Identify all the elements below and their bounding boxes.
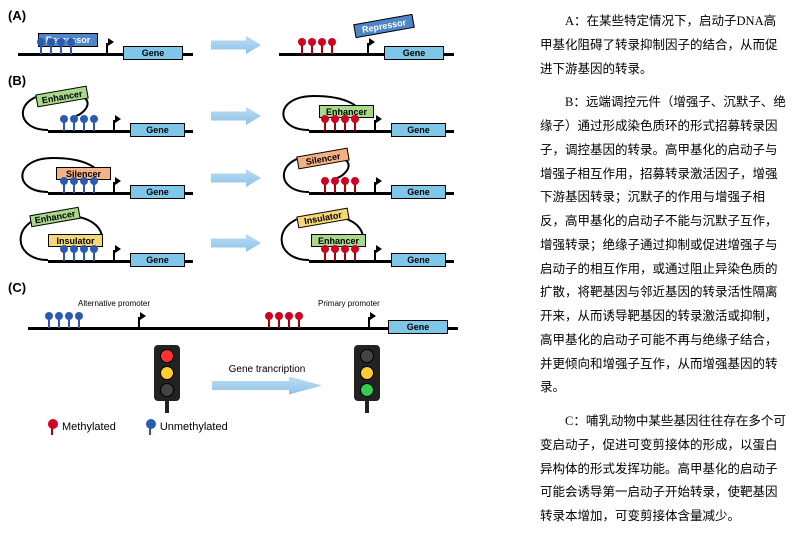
tss-arrow-icon — [374, 248, 386, 260]
traffic-light-left — [154, 345, 180, 413]
tss-arrow-icon — [374, 180, 386, 192]
section-b-row1: Enhancer Gene Enhancer Gene — [8, 88, 526, 144]
section-b-row3: Enhancer Insulator Gene Insulator Enhanc… — [8, 212, 526, 274]
section-b-row2: Silencer Gene Silencer Gene — [8, 150, 526, 206]
arrow-icon — [211, 36, 261, 54]
tss-arrow-icon — [374, 118, 386, 130]
text-column: A：在某些特定情况下，启动子DNA高甲基化阻碍了转录抑制因子的结合，从而促进下游… — [530, 0, 800, 555]
gene-box: Gene — [391, 185, 446, 199]
green-lamp-icon — [360, 383, 374, 397]
gene-box: Gene — [384, 46, 444, 60]
panel-c-left: Alternative promoter Primary promoter Ge… — [8, 299, 468, 339]
tss-arrow-icon — [106, 41, 118, 53]
methylated-pin-icon — [48, 419, 56, 435]
arrow-icon — [211, 234, 261, 252]
gene-box: Gene — [391, 253, 446, 267]
tss-arrow-icon — [113, 180, 125, 192]
arrow-icon — [212, 377, 322, 395]
traffic-light-right — [354, 345, 380, 413]
tss-arrow-icon — [113, 248, 125, 260]
off-lamp-icon — [360, 349, 374, 363]
legend-unmethylated: Unmethylated — [146, 419, 228, 435]
gene-box: Gene — [391, 123, 446, 137]
section-a-row: Repressor Gene Repressor Gene — [8, 23, 526, 67]
gene-transcription-label: Gene trancription — [229, 364, 306, 375]
section-c-label: (C) — [8, 280, 526, 295]
paragraph-c: C：哺乳动物中某些基因往往存在多个可变启动子，促进可变剪接体的形成，以蛋白异构体… — [540, 410, 786, 529]
tss-arrow-icon — [113, 118, 125, 130]
gene-box: Gene — [123, 46, 183, 60]
paragraph-a: A：在某些特定情况下，启动子DNA高甲基化阻碍了转录抑制因子的结合，从而促进下游… — [540, 10, 786, 81]
unmethylated-pin-icon — [146, 419, 154, 435]
section-a-label: (A) — [8, 8, 526, 23]
legend: Methylated Unmethylated — [48, 419, 526, 435]
paragraph-b: B：远端调控元件（增强子、沉默子、绝缘子）通过形成染色质环的形式招募转录因子，调… — [540, 91, 786, 400]
tss-arrow-icon — [138, 315, 150, 327]
gene-box: Gene — [130, 123, 185, 137]
arrow-icon — [211, 169, 261, 187]
panel-a-left: Repressor Gene — [8, 23, 203, 67]
enhancer-box: Enhancer — [311, 234, 366, 247]
alt-promoter-label: Alternative promoter — [78, 299, 150, 308]
arrow-icon — [211, 107, 261, 125]
off-lamp-icon — [160, 383, 174, 397]
tss-arrow-icon — [368, 315, 380, 327]
panel-a-right: Repressor Gene — [269, 23, 464, 67]
pri-promoter-label: Primary promoter — [318, 299, 380, 308]
gene-box: Gene — [130, 253, 185, 267]
yellow-lamp-icon — [160, 366, 174, 380]
diagram-area: (A) Repressor Gene Repressor Gene (B) — [0, 0, 530, 555]
red-lamp-icon — [160, 349, 174, 363]
gene-box: Gene — [388, 320, 448, 334]
section-c-row: Alternative promoter Primary promoter Ge… — [8, 299, 526, 339]
legend-methylated: Methylated — [48, 419, 116, 435]
gene-box: Gene — [130, 185, 185, 199]
traffic-row: Gene trancription — [8, 345, 526, 413]
tss-arrow-icon — [367, 41, 379, 53]
yellow-lamp-icon — [360, 366, 374, 380]
